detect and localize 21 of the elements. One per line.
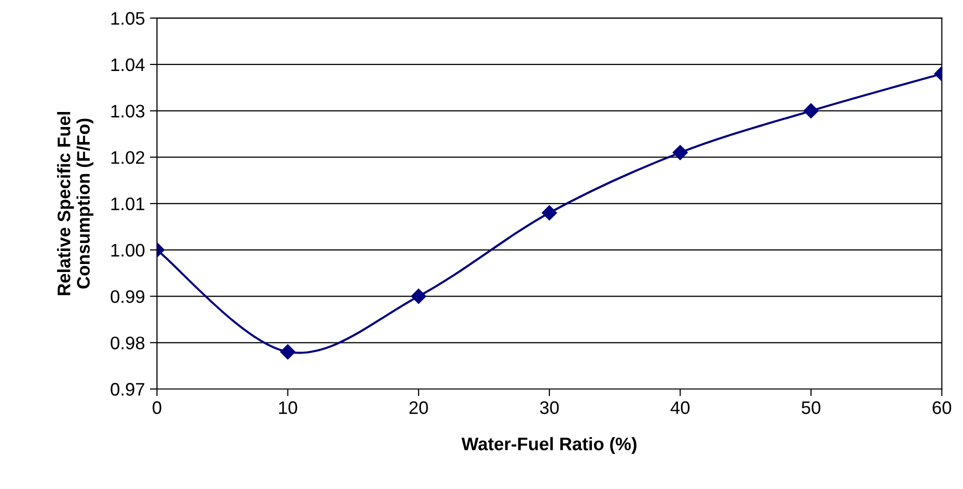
y-tick-label: 1.01: [111, 197, 144, 210]
x-tick-label: 10: [279, 401, 298, 414]
x-tick-label: 60: [932, 401, 952, 414]
y-tick-label: 1.03: [111, 104, 144, 118]
x-tick-label: 20: [409, 401, 428, 414]
y-tick-label: 0.98: [110, 336, 144, 350]
y-tick-label: 0.99: [110, 290, 144, 303]
x-tick-label: 50: [802, 401, 820, 414]
y-tick-label: 1.02: [111, 151, 144, 164]
x-tick-label: 0: [152, 401, 162, 414]
y-tick-label: 1.00: [111, 244, 144, 257]
y-axis-title: Relative Specific Fuel Consumption (F/Fo): [57, 112, 94, 296]
x-tick-label: 30: [540, 401, 559, 414]
x-axis-title: Water-Fuel Ratio (%): [461, 437, 636, 454]
y-tick-label: 0.97: [110, 382, 144, 396]
y-tick-label: 1.05: [111, 12, 144, 25]
point: [672, 144, 688, 160]
point: [411, 288, 426, 304]
point: [542, 205, 557, 220]
x-tick-label: 40: [670, 401, 690, 414]
y-tick-label: 1.04: [111, 58, 145, 72]
